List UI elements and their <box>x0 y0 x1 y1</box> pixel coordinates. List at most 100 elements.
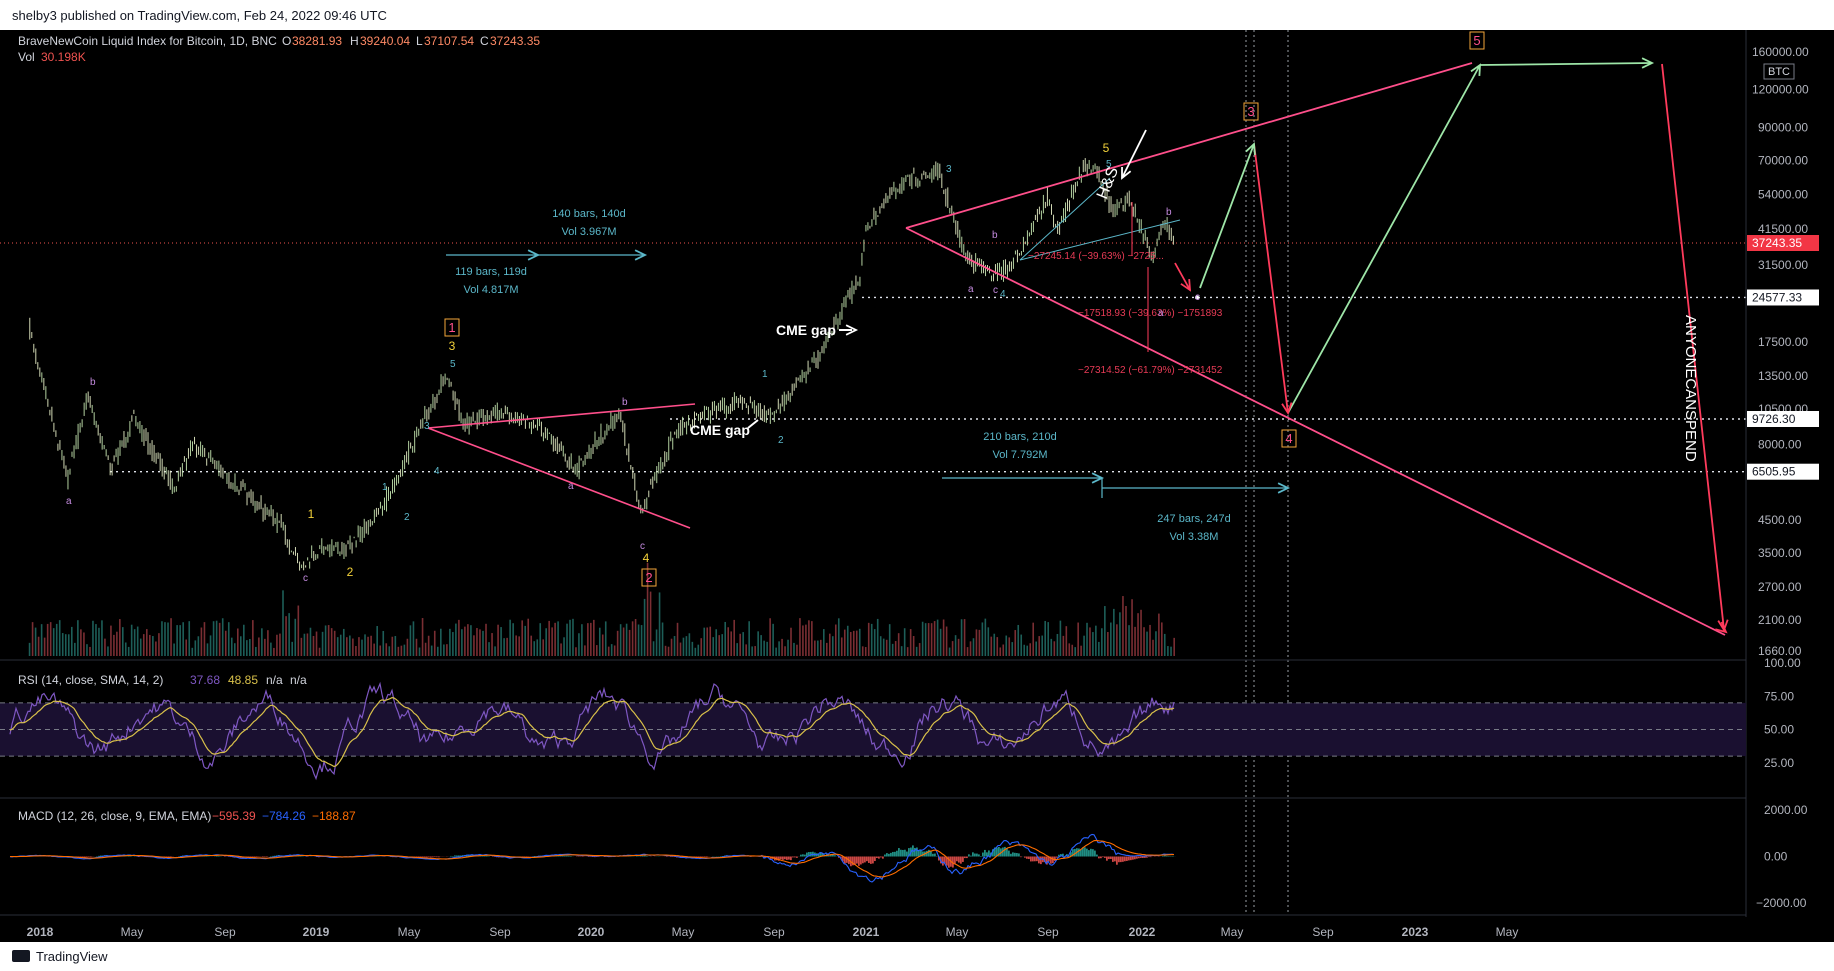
time-tick-label: 2021 <box>853 925 880 939</box>
macd-hist-bar <box>1088 850 1090 857</box>
volume-bar <box>327 625 330 656</box>
volume-bar <box>703 627 706 656</box>
volume-bar <box>1095 625 1097 656</box>
tradingview-logo[interactable]: TradingView <box>12 949 108 964</box>
chart-area[interactable]: 160000.00 120000.00 90000.00 70000.00 54000.… <box>0 30 1834 942</box>
indicator-panes: 100.00 75.00 50.00 25.00 2000.00 0.00 −2000.00 <box>0 30 1808 917</box>
volume-bar <box>831 636 834 656</box>
macd-hist-bar <box>986 852 988 857</box>
volume-bar <box>572 618 574 656</box>
macd-hist-bar <box>424 856 426 858</box>
volume-bar <box>613 645 616 656</box>
volume-bar <box>1068 643 1071 656</box>
upper-channel-line <box>905 62 1473 229</box>
volume-bar <box>355 645 357 656</box>
volume-bar <box>1041 635 1043 656</box>
macd-hist-bar <box>1078 848 1080 857</box>
volume-bar <box>817 640 819 656</box>
volume-bar <box>643 598 646 656</box>
sub-wave-4-blue-2: 4 <box>1000 289 1006 300</box>
volume-bar <box>867 622 870 656</box>
macd-hist-bar <box>1044 856 1046 863</box>
time-tick-label: Sep <box>1037 925 1059 939</box>
rsi-tick-label: 75.00 <box>1764 689 1794 703</box>
macd-hist-bar <box>806 852 808 857</box>
volume-bar <box>628 629 631 656</box>
level-end-dot <box>1195 295 1199 300</box>
sub-wave-b-2: b <box>622 397 628 408</box>
sub-wave-5-yellow: 5 <box>1103 141 1110 155</box>
rsi-tick-label: 100.00 <box>1764 656 1801 670</box>
macd-hist-bar <box>1134 856 1136 860</box>
volume-bar <box>930 623 933 656</box>
macd-tick-label: −2000.00 <box>1756 896 1807 910</box>
volume-bar <box>382 630 385 656</box>
volume-bar <box>610 644 613 656</box>
wave-4-label: 4 <box>1285 431 1292 446</box>
volume-bar <box>811 621 813 656</box>
volume-bar <box>849 631 852 656</box>
volume-bar <box>724 621 727 656</box>
volume-bar <box>715 629 718 656</box>
macd-hist-bar <box>1092 849 1094 857</box>
price-tick-label: 41500.00 <box>1758 222 1808 236</box>
volume-bar <box>206 643 209 656</box>
sub-wave-b-4: b <box>1166 207 1172 218</box>
time-tick-label: Sep <box>489 925 511 939</box>
volume-bar <box>139 638 142 656</box>
volume-bar <box>825 642 828 656</box>
macd-hist-bar <box>486 855 488 857</box>
macd-hist-bar <box>896 850 898 857</box>
volume-bar <box>652 641 655 656</box>
volume-bar <box>433 630 436 656</box>
macd-hist-bar <box>100 855 102 857</box>
sub-wave-4-blue: 4 <box>434 466 440 477</box>
volume-bar <box>1098 641 1100 656</box>
sub-wave-c-3: c <box>993 285 998 296</box>
volume-bar <box>1014 630 1017 656</box>
macd-hist-bar <box>1010 853 1012 857</box>
volume-bar <box>1005 635 1008 656</box>
macd-hist-bar <box>1090 848 1092 857</box>
price-tick-label: 120000.00 <box>1752 83 1809 97</box>
volume-bar <box>1116 624 1118 656</box>
volume-bar <box>49 622 52 656</box>
volume-bar <box>258 637 260 656</box>
macd-hist-bar <box>594 856 596 858</box>
volume-bar <box>233 643 236 656</box>
macd-hist-bar <box>1120 856 1122 863</box>
volume-bar <box>104 638 106 656</box>
macd-hist-bar <box>644 855 646 857</box>
volume-bar <box>730 631 732 656</box>
macd-hist-bar <box>846 856 848 863</box>
volume-bar <box>77 620 79 656</box>
macd-hist-bar <box>422 856 424 858</box>
macd-hist-bar <box>1138 856 1140 859</box>
volume-bar <box>255 646 257 656</box>
macd-hist-bar <box>942 856 944 866</box>
volume-bar <box>784 646 786 656</box>
macd-hist-bar <box>1028 856 1030 860</box>
volume-bar <box>1128 625 1130 656</box>
macd-hist-bar <box>1070 852 1072 857</box>
volume-bar <box>240 636 242 656</box>
macd-hist-bar <box>998 846 1000 857</box>
chart-svg[interactable]: 160000.00 120000.00 90000.00 70000.00 54000.… <box>0 30 1834 942</box>
macd-hist-bar <box>1082 847 1084 857</box>
volume-bar <box>906 647 909 656</box>
volume-bar <box>694 647 697 656</box>
volume-bar <box>1137 613 1139 656</box>
volume-bar <box>121 627 124 656</box>
macd-hist-bar <box>484 855 486 857</box>
volume-bar <box>176 625 178 656</box>
volume-bar <box>822 629 825 656</box>
volume-bar <box>676 622 679 656</box>
volume-bar <box>587 623 589 656</box>
volume-bar <box>130 624 133 656</box>
macd-hist-bar <box>856 856 858 864</box>
macd-hist-bar <box>1110 856 1112 859</box>
volume-bar <box>799 618 801 656</box>
volume-bar <box>1163 633 1166 656</box>
volume-bar <box>927 623 930 656</box>
volume-bar <box>367 636 369 656</box>
